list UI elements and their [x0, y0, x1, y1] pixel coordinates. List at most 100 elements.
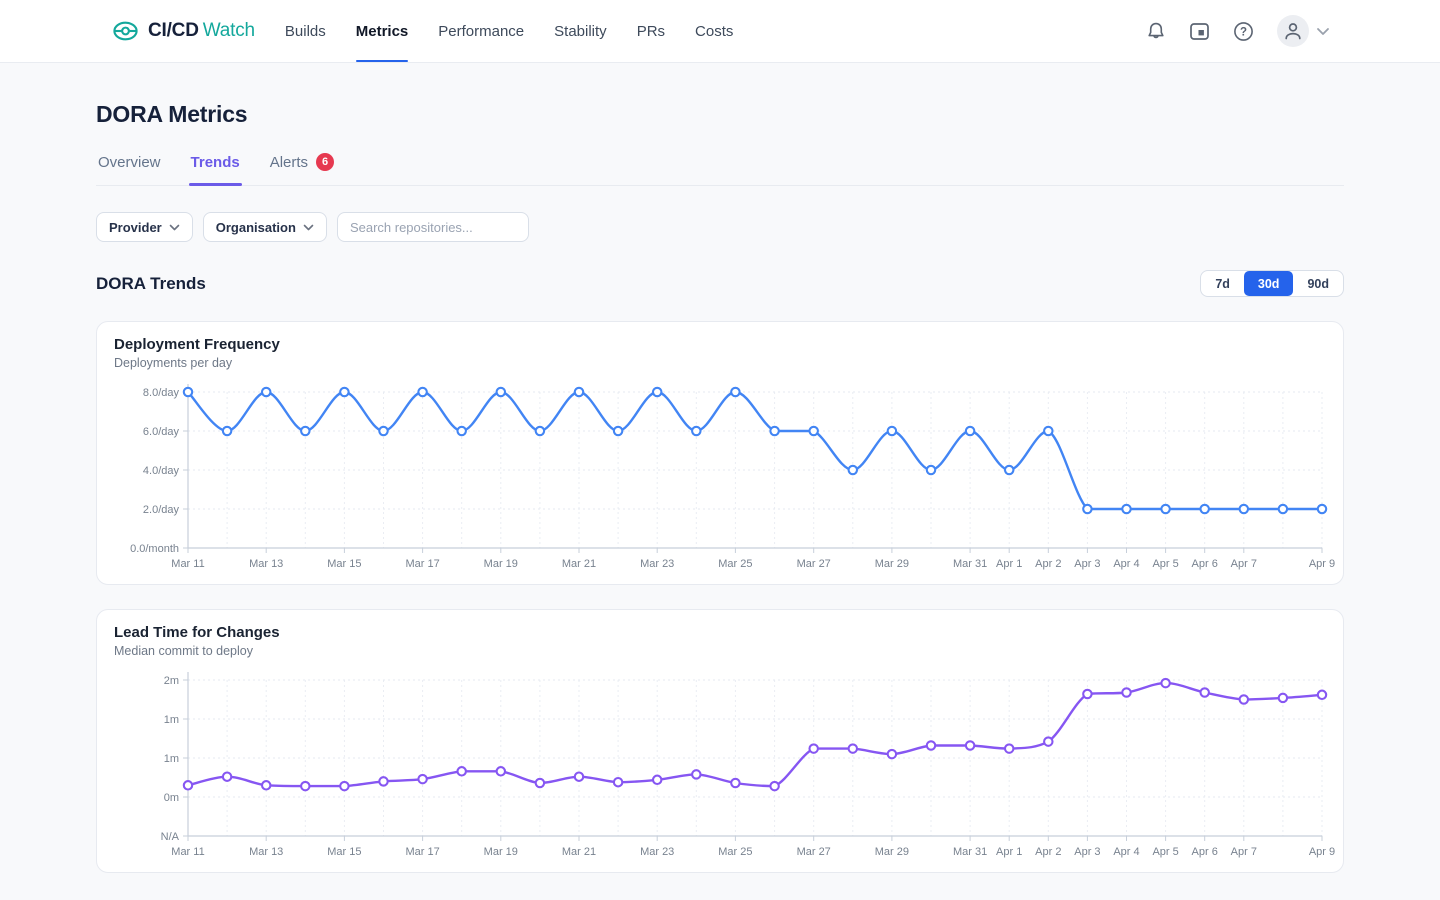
provider-dropdown-label: Provider [109, 220, 162, 235]
data-point-marker[interactable] [536, 427, 544, 435]
data-point-marker[interactable] [223, 427, 231, 435]
data-point-marker[interactable] [1240, 505, 1248, 513]
svg-text:0m: 0m [164, 792, 179, 804]
data-point-marker[interactable] [497, 767, 505, 775]
data-point-marker[interactable] [692, 770, 700, 778]
trends-header-row: DORA Trends 7d 30d 90d [96, 270, 1344, 297]
range-7d-button[interactable]: 7d [1201, 271, 1244, 296]
data-point-marker[interactable] [966, 427, 974, 435]
data-point-marker[interactable] [1240, 695, 1248, 703]
data-point-marker[interactable] [849, 744, 857, 752]
data-point-marker[interactable] [614, 427, 622, 435]
data-point-marker[interactable] [849, 466, 857, 474]
data-point-marker[interactable] [888, 427, 896, 435]
chart-subtitle: Deployments per day [114, 356, 1326, 370]
range-30d-button[interactable]: 30d [1244, 271, 1294, 296]
data-point-marker[interactable] [458, 767, 466, 775]
data-point-marker[interactable] [1161, 505, 1169, 513]
data-point-marker[interactable] [966, 741, 974, 749]
svg-text:Mar 29: Mar 29 [875, 846, 909, 858]
data-point-marker[interactable] [1318, 691, 1326, 699]
data-point-marker[interactable] [575, 388, 583, 396]
data-point-marker[interactable] [1005, 744, 1013, 752]
data-point-marker[interactable] [1083, 505, 1091, 513]
data-point-marker[interactable] [262, 388, 270, 396]
deployment-frequency-card: Deployment Frequency Deployments per day… [96, 321, 1344, 585]
range-90d-button[interactable]: 90d [1293, 271, 1343, 296]
data-point-marker[interactable] [1318, 505, 1326, 513]
data-point-marker[interactable] [340, 782, 348, 790]
nav-item-metrics[interactable]: Metrics [356, 0, 409, 62]
nav-item-costs[interactable]: Costs [695, 0, 733, 62]
tab-trends[interactable]: Trends [189, 153, 242, 185]
svg-text:Apr 5: Apr 5 [1152, 846, 1178, 858]
svg-text:Apr 2: Apr 2 [1035, 558, 1061, 570]
data-point-marker[interactable] [1279, 505, 1287, 513]
data-point-marker[interactable] [927, 466, 935, 474]
svg-text:Apr 6: Apr 6 [1192, 558, 1218, 570]
help-glyph: ? [1240, 26, 1247, 38]
data-point-marker[interactable] [418, 388, 426, 396]
organisation-dropdown[interactable]: Organisation [203, 212, 327, 242]
chevron-down-icon [303, 224, 314, 231]
data-point-marker[interactable] [653, 776, 661, 784]
svg-text:Mar 31: Mar 31 [953, 558, 987, 570]
notifications-button[interactable] [1146, 21, 1166, 42]
svg-text:Mar 15: Mar 15 [327, 558, 361, 570]
data-point-marker[interactable] [497, 388, 505, 396]
data-point-marker[interactable] [692, 427, 700, 435]
data-point-marker[interactable] [770, 427, 778, 435]
tab-overview[interactable]: Overview [96, 153, 163, 185]
data-point-marker[interactable] [458, 427, 466, 435]
data-point-marker[interactable] [340, 388, 348, 396]
data-point-marker[interactable] [810, 427, 818, 435]
nav-item-prs[interactable]: PRs [637, 0, 665, 62]
data-point-marker[interactable] [301, 427, 309, 435]
data-point-marker[interactable] [888, 750, 896, 758]
data-point-marker[interactable] [301, 782, 309, 790]
data-point-marker[interactable] [1161, 679, 1169, 687]
svg-text:Mar 11: Mar 11 [171, 558, 204, 570]
data-point-marker[interactable] [1279, 694, 1287, 702]
svg-text:Mar 31: Mar 31 [953, 846, 987, 858]
data-point-marker[interactable] [614, 778, 622, 786]
data-point-marker[interactable] [1122, 688, 1130, 696]
svg-text:Mar 13: Mar 13 [249, 846, 283, 858]
provider-dropdown[interactable]: Provider [96, 212, 193, 242]
data-point-marker[interactable] [927, 741, 935, 749]
data-point-marker[interactable] [1044, 427, 1052, 435]
svg-text:Apr 3: Apr 3 [1074, 558, 1100, 570]
nav-item-builds[interactable]: Builds [285, 0, 326, 62]
repository-search-input[interactable] [337, 212, 529, 242]
data-point-marker[interactable] [731, 388, 739, 396]
section-title: DORA Trends [96, 274, 206, 294]
data-point-marker[interactable] [770, 782, 778, 790]
nav-item-stability[interactable]: Stability [554, 0, 607, 62]
avatar[interactable] [1277, 15, 1309, 47]
user-menu[interactable] [1277, 15, 1330, 47]
data-point-marker[interactable] [379, 777, 387, 785]
data-point-marker[interactable] [810, 744, 818, 752]
data-point-marker[interactable] [1201, 688, 1209, 696]
data-point-marker[interactable] [1122, 505, 1130, 513]
data-point-marker[interactable] [1005, 466, 1013, 474]
help-button[interactable]: ? [1233, 21, 1254, 42]
data-point-marker[interactable] [1083, 690, 1091, 698]
data-point-marker[interactable] [184, 388, 192, 396]
data-point-marker[interactable] [653, 388, 661, 396]
data-point-marker[interactable] [731, 779, 739, 787]
widget-panel-button[interactable] [1189, 22, 1210, 41]
data-point-marker[interactable] [1201, 505, 1209, 513]
data-point-marker[interactable] [262, 781, 270, 789]
data-point-marker[interactable] [536, 779, 544, 787]
data-point-marker[interactable] [418, 775, 426, 783]
app-logo[interactable]: CI/CDWatch [112, 19, 255, 43]
data-point-marker[interactable] [184, 781, 192, 789]
tab-alerts[interactable]: Alerts 6 [268, 153, 336, 185]
nav-item-performance[interactable]: Performance [438, 0, 524, 62]
data-point-marker[interactable] [379, 427, 387, 435]
data-point-marker[interactable] [223, 773, 231, 781]
data-point-marker[interactable] [1044, 737, 1052, 745]
data-point-marker[interactable] [575, 773, 583, 781]
time-range-selector: 7d 30d 90d [1200, 270, 1344, 297]
